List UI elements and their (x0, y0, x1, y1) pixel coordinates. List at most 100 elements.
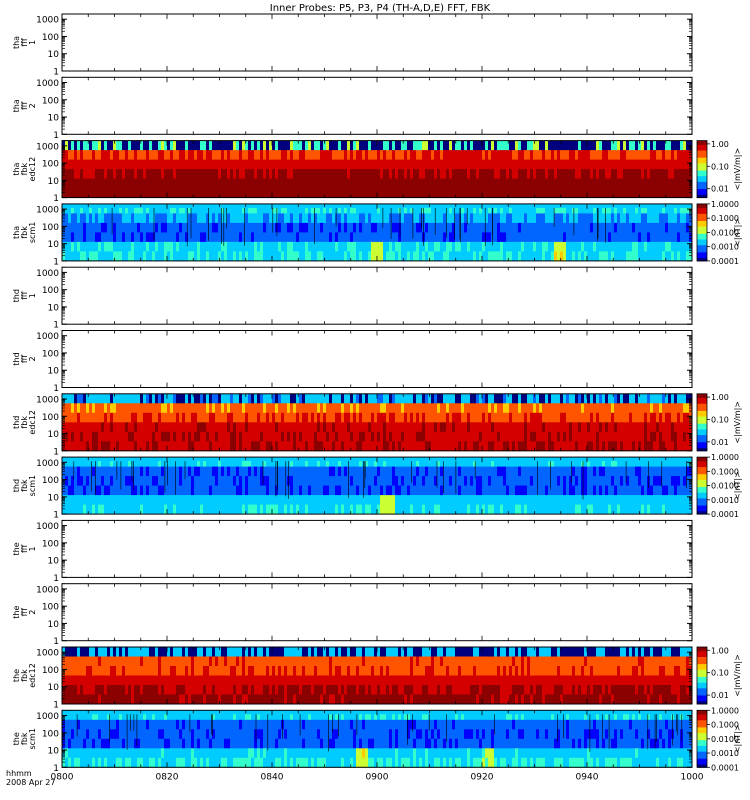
spectrogram-cell (470, 140, 474, 151)
spectrogram-cell (425, 241, 429, 252)
spectrogram-cell (560, 203, 564, 214)
spectrogram-cell (146, 188, 150, 198)
spectrogram-cell (284, 422, 288, 433)
spectrogram-cell (464, 403, 468, 414)
spectrogram-cell (206, 213, 210, 224)
spectrogram-cell (260, 412, 264, 423)
colorbar-tick-label: 0.01 (711, 185, 729, 194)
spectrogram-cell (482, 393, 486, 404)
spectrogram-cell (230, 150, 234, 160)
spectrogram-cell (536, 393, 540, 404)
spectrogram-cell (305, 169, 309, 179)
spectrogram-cell (107, 485, 111, 496)
spectrogram-cell (581, 251, 585, 262)
spectrogram-cell (524, 232, 528, 243)
spectrogram-cell (320, 169, 324, 179)
spectrogram-cell (176, 403, 180, 414)
spectrogram-cell (206, 251, 210, 262)
spectrogram-cell (347, 393, 351, 404)
spectrogram-cell (158, 457, 162, 467)
spectrogram-cell (611, 431, 615, 442)
spectrogram-cell (227, 178, 231, 189)
spectrogram-cell (500, 140, 504, 151)
spectrogram-cell (587, 188, 591, 198)
spectrogram-cell (572, 251, 576, 262)
spectrogram-cell (572, 140, 576, 151)
spectrogram-cell (212, 188, 216, 198)
colorbar-cell (697, 418, 707, 420)
spectrogram-cell (347, 203, 351, 214)
spectrogram-cell (359, 241, 363, 252)
spectrogram-cell (593, 403, 597, 414)
spectrogram-cell (656, 213, 660, 224)
spectrogram-cell (476, 222, 480, 233)
spectrogram-cell (602, 213, 606, 224)
spectrogram-cell (287, 150, 291, 160)
spectrogram-cell (662, 232, 666, 243)
spectrogram-cell (503, 188, 507, 198)
spectrogram-cell (641, 403, 645, 414)
spectrogram-cell (173, 150, 177, 160)
spectrogram-cell (467, 441, 471, 452)
spectrogram-cell (380, 241, 384, 252)
colorbar-cell (697, 236, 707, 239)
spectrogram-cell (620, 159, 624, 170)
spectrogram-cell (167, 403, 171, 414)
spectrogram-cell (647, 232, 651, 243)
spectrogram-cell (413, 251, 417, 262)
spectrogram-cell (341, 203, 345, 214)
spectrogram-cell (383, 178, 387, 189)
spectrogram-cell (578, 188, 582, 198)
spectrogram-cell (80, 213, 84, 224)
spectrogram-cell (305, 393, 309, 404)
spectrogram-cell (140, 222, 144, 233)
spectrogram-cell (677, 251, 681, 262)
spectrogram-cell (566, 150, 570, 160)
colorbar-cell (697, 446, 707, 449)
spectrogram-cell (71, 393, 75, 404)
spectrogram-cell (416, 140, 420, 151)
spectrogram-cell (212, 403, 216, 414)
spectrogram-cell (389, 251, 393, 262)
spectrogram-cell (215, 422, 219, 433)
spectrogram-cell (353, 140, 357, 151)
spectrogram-cell (164, 241, 168, 252)
spectrogram-cell (590, 251, 594, 262)
spectrogram-cell (521, 213, 525, 224)
spectrogram-cell (494, 159, 498, 170)
spectrogram-cell (314, 251, 318, 262)
spectrogram-cell (68, 178, 72, 189)
spectrogram-cell (578, 150, 582, 160)
spectrogram-cell (425, 403, 429, 414)
spectrogram-cell (659, 213, 663, 224)
spectrogram-cell (248, 441, 252, 452)
spectrogram-cell (173, 393, 177, 404)
spectrogram-cell (254, 188, 258, 198)
spectrogram-cell (119, 188, 123, 198)
spectrogram-cell (161, 441, 165, 452)
spectrogram-cell (89, 178, 93, 189)
spectrogram-cell (680, 241, 684, 252)
spectrogram-cell (164, 203, 168, 214)
spectrogram-cell (494, 412, 498, 423)
spectrogram-cell (188, 241, 192, 252)
spectrogram-cell (656, 188, 660, 198)
spectrogram-cell (569, 203, 573, 214)
spectrogram-cell (527, 251, 531, 262)
spectrogram-cell (512, 441, 516, 452)
spectrogram-cell (233, 241, 237, 252)
spectrogram-cell (563, 393, 567, 404)
spectrogram-cell (230, 422, 234, 433)
spectrogram-cell (287, 178, 291, 189)
spectrogram-cell (182, 203, 186, 214)
spectrogram-cell (632, 232, 636, 243)
spectrogram-cell (206, 150, 210, 160)
spectrogram-cell (368, 251, 372, 262)
spectrogram-cell (68, 203, 72, 214)
spectrogram-cell (275, 403, 279, 414)
spectrogram-cell (383, 203, 387, 214)
spectrogram-cell (101, 393, 105, 404)
spectrogram-cell (233, 188, 237, 198)
spectrogram-cell (242, 431, 246, 442)
spectrogram-cell (371, 150, 375, 160)
